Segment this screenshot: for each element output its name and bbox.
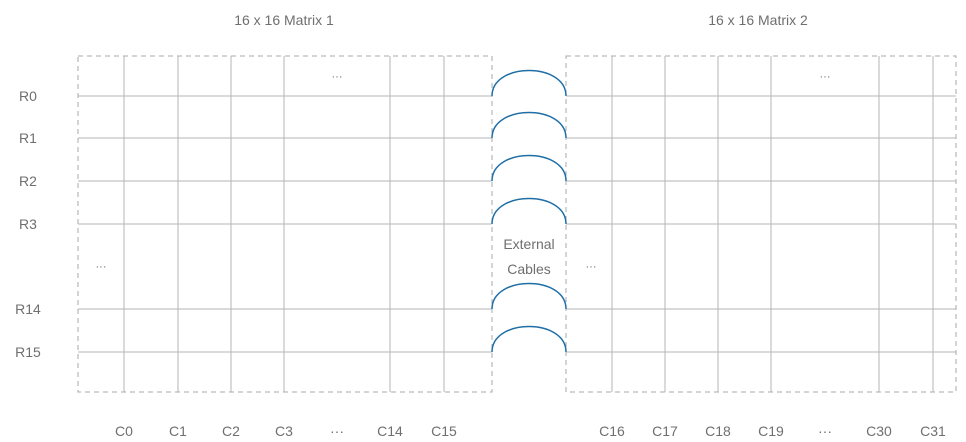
matrix-2: ··· ··· <box>565 55 957 393</box>
external-cables <box>491 69 567 353</box>
matrix-1: ··· ··· <box>77 55 493 393</box>
column-label: C17 <box>652 423 678 439</box>
row-label: R1 <box>19 130 37 146</box>
column-label: C19 <box>758 423 784 439</box>
column-label: C1 <box>169 423 187 439</box>
cable-label-line-2: Cables <box>507 261 551 277</box>
matrix-2-title: 16 x 16 Matrix 2 <box>708 12 808 28</box>
matrix-1-row-lines <box>78 95 492 353</box>
column-label: C0 <box>115 423 133 439</box>
row-label: R15 <box>15 344 41 360</box>
column-label: ··· <box>330 423 344 439</box>
matrix-1-column-labels: C0 C1 C2 C3 ··· C14 C15 <box>115 423 457 439</box>
matrix-1-row-ellipsis: ··· <box>96 261 107 273</box>
cable-r0 <box>491 69 567 97</box>
matrix-2-row-ellipsis: ··· <box>586 261 597 273</box>
column-label: C18 <box>705 423 731 439</box>
row-label: R14 <box>15 301 41 317</box>
column-label: C2 <box>222 423 240 439</box>
row-label: R2 <box>19 173 37 189</box>
cable-r14 <box>491 282 567 310</box>
row-label: R3 <box>19 216 37 232</box>
row-label: R0 <box>19 88 37 104</box>
cable-r1 <box>491 111 567 139</box>
row-labels: R0 R1 R2 R3 R14 R15 <box>15 88 41 360</box>
matrix-2-column-labels: C16 C17 C18 C19 ··· C30 C31 <box>599 423 946 439</box>
column-label: C14 <box>377 423 403 439</box>
column-label: C15 <box>431 423 457 439</box>
matrix-1-title: 16 x 16 Matrix 1 <box>234 12 334 28</box>
column-label: C30 <box>866 423 892 439</box>
column-label: ··· <box>818 423 832 439</box>
cable-r2 <box>491 154 567 182</box>
cable-r15 <box>491 325 567 353</box>
matrix-1-column-ellipsis: ··· <box>332 71 343 83</box>
column-label: C3 <box>275 423 293 439</box>
matrix-2-row-lines <box>566 95 956 353</box>
column-label: C31 <box>920 423 946 439</box>
cable-r3 <box>491 197 567 225</box>
matrix-2-column-ellipsis: ··· <box>820 71 831 83</box>
column-label: C16 <box>599 423 625 439</box>
cable-label-line-1: External <box>503 236 554 252</box>
